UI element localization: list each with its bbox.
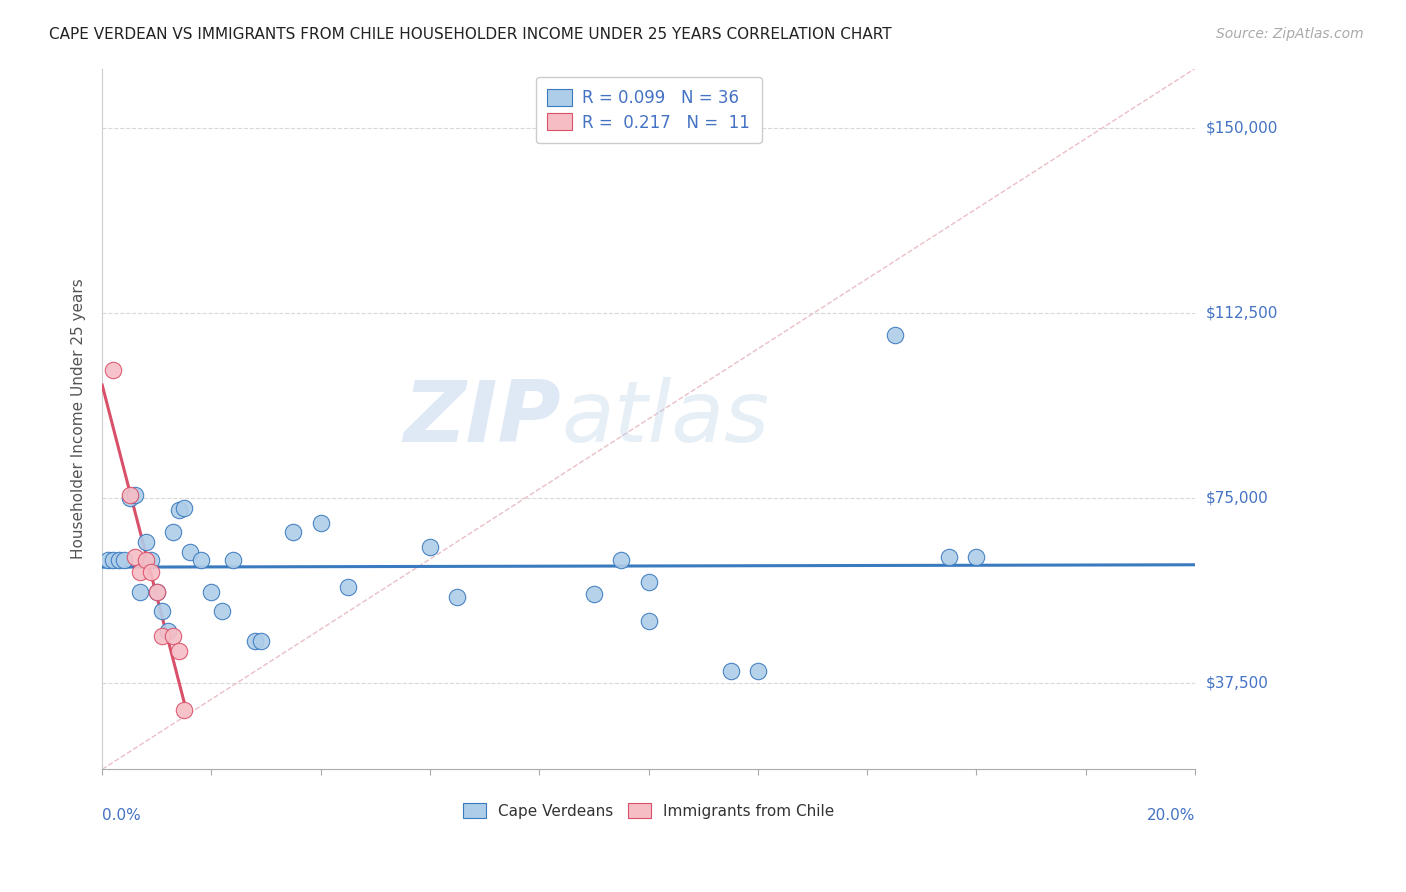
Point: [129, 584, 152, 599]
Point: [222, 552, 245, 566]
Text: Source: ZipAtlas.com: Source: ZipAtlas.com: [1216, 27, 1364, 41]
Point: [141, 552, 163, 566]
Text: $37,500: $37,500: [1206, 675, 1270, 690]
Point: [637, 574, 659, 589]
Y-axis label: Householder Income Under 25 years: Householder Income Under 25 years: [72, 278, 86, 559]
Text: 20.0%: 20.0%: [1147, 808, 1195, 823]
Point: [637, 614, 659, 628]
Text: 0.0%: 0.0%: [103, 808, 141, 823]
Point: [167, 644, 190, 658]
Point: [249, 634, 271, 648]
Text: atlas: atlas: [561, 377, 769, 460]
Point: [446, 590, 468, 604]
Text: $150,000: $150,000: [1206, 120, 1278, 136]
Point: [211, 604, 233, 618]
Point: [112, 552, 135, 566]
Point: [419, 540, 441, 554]
Point: [135, 535, 157, 549]
Point: [146, 584, 169, 599]
Point: [162, 525, 184, 540]
Point: [124, 488, 146, 502]
Point: [129, 565, 152, 579]
Point: [610, 552, 633, 566]
Point: [124, 550, 146, 565]
Point: [97, 552, 120, 566]
Point: [101, 362, 124, 376]
Point: [167, 503, 190, 517]
Point: [118, 491, 141, 505]
Point: [938, 550, 960, 565]
Text: $112,500: $112,500: [1206, 305, 1278, 320]
Point: [146, 584, 169, 599]
Point: [150, 629, 173, 643]
Point: [966, 550, 988, 565]
Point: [173, 500, 195, 515]
Text: CAPE VERDEAN VS IMMIGRANTS FROM CHILE HOUSEHOLDER INCOME UNDER 25 YEARS CORRELAT: CAPE VERDEAN VS IMMIGRANTS FROM CHILE HO…: [49, 27, 891, 42]
Point: [883, 328, 905, 343]
Point: [101, 552, 124, 566]
Point: [162, 629, 184, 643]
Point: [141, 565, 163, 579]
Point: [283, 525, 305, 540]
Point: [720, 664, 742, 678]
Point: [245, 634, 267, 648]
Point: [150, 604, 173, 618]
Point: [309, 516, 332, 530]
Point: [190, 552, 212, 566]
Point: [173, 703, 195, 717]
Point: [156, 624, 179, 639]
Legend: Cape Verdeans, Immigrants from Chile: Cape Verdeans, Immigrants from Chile: [457, 797, 841, 825]
Text: ZIP: ZIP: [404, 377, 561, 460]
Point: [179, 545, 201, 559]
Point: [200, 584, 222, 599]
Point: [135, 552, 157, 566]
Point: [337, 580, 360, 594]
Point: [118, 488, 141, 502]
Point: [582, 587, 605, 601]
Point: [747, 664, 769, 678]
Point: [107, 552, 129, 566]
Text: $75,000: $75,000: [1206, 491, 1268, 506]
